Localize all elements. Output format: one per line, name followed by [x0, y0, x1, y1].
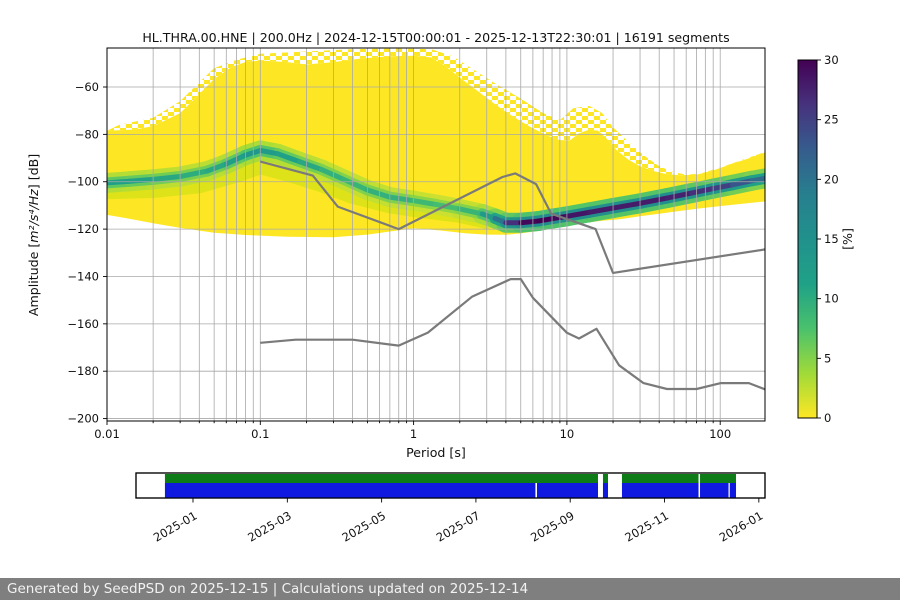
timeline-data-segment	[621, 483, 699, 498]
mode-ridge-segment	[223, 152, 248, 167]
mode-ridge-segment	[257, 147, 281, 157]
mode-ridge-segment	[387, 194, 417, 204]
timeline-data-segment	[164, 483, 536, 498]
x-tick-label: 1	[410, 427, 417, 441]
mode-ridge-segment	[411, 198, 439, 207]
nlnm-line	[260, 278, 765, 391]
mode-ridge-segment	[518, 218, 541, 226]
timeline-tick-label: 2026-01	[717, 508, 766, 544]
mode-ridge-segment	[564, 209, 592, 219]
timeline-data-segment	[536, 483, 599, 498]
timeline-data-segment	[700, 483, 729, 498]
y-tick-label: −120	[67, 222, 99, 236]
mode-ridge-segment	[610, 200, 643, 211]
mode-ridge-segment	[275, 151, 302, 165]
mode-ridge-segment	[586, 205, 616, 215]
colorbar-tick-label: 0	[824, 411, 831, 425]
mode-ridge-segment	[150, 174, 183, 182]
plot-content	[107, 48, 765, 421]
ppsd-plot-svg: 0.01 0.1 1 10 100−60−80−100−120−140−160−180−…	[26, 47, 855, 545]
x-axis-label: Period [s]	[406, 445, 466, 460]
y-tick-label: −160	[67, 317, 99, 331]
mode-ridge-segment	[204, 161, 229, 174]
mode-ridge-segment	[242, 147, 263, 158]
y-tick-label: −180	[67, 364, 99, 378]
timeline-tick-label: 2025-01	[151, 508, 200, 544]
timeline-tick-label: 2025-07	[434, 508, 483, 544]
mode-ridge-segment	[637, 195, 670, 206]
y-tick-label: −140	[67, 269, 99, 283]
plot-title: HL.THRA.00.HNE | 200.0Hz | 2024-12-15T00…	[142, 30, 730, 45]
y-axis-label: Amplitude [m²/s⁴/Hz] [dB]	[26, 154, 41, 316]
timeline-data-segment	[602, 483, 609, 498]
colorbar-tick-label: 15	[824, 232, 839, 246]
mode-ridge-segment	[177, 168, 210, 180]
colorbar-tick-label: 10	[824, 292, 839, 306]
y-tick-label: −100	[67, 175, 99, 189]
colorbar-tick-label: 5	[824, 351, 831, 365]
colorbar-tick-label: 25	[824, 113, 839, 127]
mode-ridge-segment	[664, 190, 695, 201]
colorbar-label: [%]	[840, 228, 855, 250]
mode-ridge-segment	[433, 201, 463, 212]
mode-ridge-segment	[710, 182, 735, 192]
timeline-channel-segment	[602, 474, 609, 483]
mode-ridge-segment	[457, 206, 485, 217]
plot-frame	[106, 47, 766, 422]
x-tick-label: 0.01	[94, 427, 120, 441]
mode-ridge-segment	[318, 166, 347, 182]
timeline-tick-label: 2025-11	[622, 508, 671, 544]
mode-ridge-segment	[296, 159, 324, 172]
mode-ridge-segment	[748, 175, 765, 184]
timeline-channel-segment	[164, 474, 599, 483]
x-tick-label: 10	[560, 427, 575, 441]
colorbar-tick-label: 30	[824, 53, 839, 67]
colorbar-tick-label: 20	[824, 172, 839, 186]
mode-ridge-segment	[126, 176, 156, 184]
nhnm-line	[260, 160, 765, 274]
ppsd-cloud	[107, 55, 765, 238]
timeline-tick-label: 2025-03	[245, 508, 294, 544]
timeline-channel-segment	[621, 474, 699, 483]
mode-ridge-segment	[689, 186, 716, 196]
timeline-frame	[135, 472, 766, 499]
mode-ridge-segment	[341, 176, 370, 193]
y-tick-label: −200	[67, 412, 99, 426]
timeline-tick-label: 2025-09	[528, 508, 577, 544]
timeline-tick-label: 2025-05	[340, 508, 389, 544]
x-tick-label: 100	[709, 427, 731, 441]
y-tick-label: −80	[75, 127, 99, 141]
x-tick-label: 0.1	[251, 427, 269, 441]
mode-ridge-segment	[364, 187, 393, 200]
timeline-channel-segment	[700, 474, 737, 483]
footer-bar: Generated by SeedPSD on 2025-12-15 | Cal…	[0, 578, 900, 600]
y-tick-label: −60	[75, 80, 99, 94]
footer-text: Generated by SeedPSD on 2025-12-15 | Cal…	[7, 581, 529, 597]
timeline-data-segment	[729, 483, 737, 498]
colorbar-gradient	[798, 60, 817, 418]
